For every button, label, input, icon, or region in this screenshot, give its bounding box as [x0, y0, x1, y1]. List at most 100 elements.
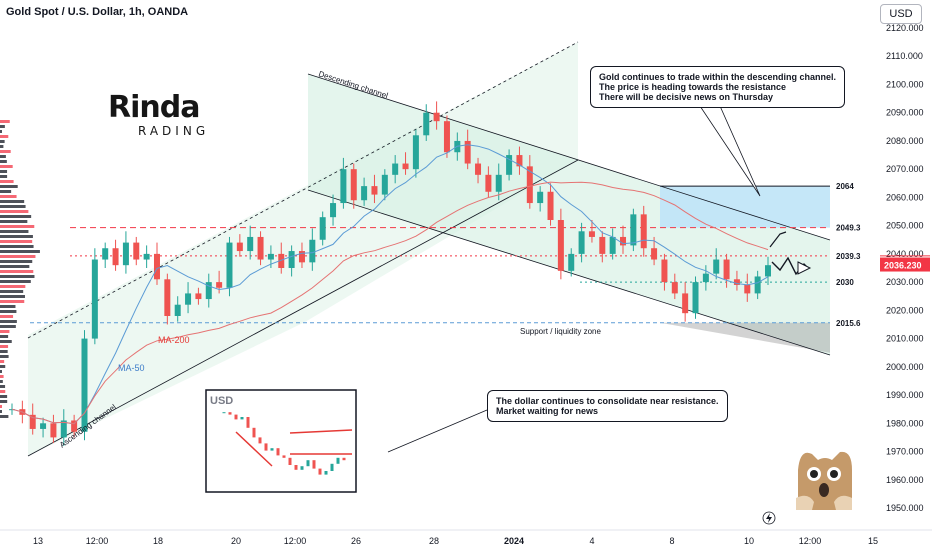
- inset-candle: [271, 448, 274, 450]
- volume-profile-bar: [0, 330, 9, 333]
- callout-line: Market waiting for news: [496, 406, 719, 416]
- price-tick-label: 2050.000: [886, 221, 924, 231]
- volume-profile-bar: [0, 305, 15, 308]
- time-tick-label: 12:00: [284, 536, 307, 546]
- top-callout: Gold continues to trade within the desce…: [590, 66, 845, 108]
- candle-body: [434, 113, 440, 121]
- candle-body: [641, 214, 647, 248]
- level-label: 2030: [836, 278, 854, 287]
- volume-profile-bar: [0, 165, 13, 168]
- volume-profile-bar: [0, 150, 11, 153]
- candle-body: [682, 293, 688, 313]
- candle-body: [195, 293, 201, 299]
- volume-profile-bar: [0, 215, 31, 218]
- price-tick-label: 2020.000: [886, 305, 924, 315]
- candle-body: [320, 217, 326, 240]
- volume-profile-bar: [0, 220, 27, 223]
- bottom-callout: The dollar continues to consolidate near…: [487, 390, 728, 422]
- currency-button[interactable]: USD: [880, 4, 922, 24]
- inset-candle: [337, 458, 340, 464]
- candle-body: [50, 423, 56, 437]
- volume-profile-bar: [0, 235, 33, 238]
- price-tick-label: 1950.000: [886, 503, 924, 513]
- inset-candle: [313, 460, 316, 468]
- inset-candle: [301, 466, 304, 470]
- candle-body: [392, 164, 398, 175]
- candle-body: [599, 237, 605, 254]
- price-tick-label: 2040.000: [886, 249, 924, 259]
- top-callout-pointer: [700, 106, 760, 196]
- price-tick-label: 2060.000: [886, 192, 924, 202]
- inset-candle: [283, 455, 286, 457]
- chart-title: Gold Spot / U.S. Dollar, 1h, OANDA: [6, 6, 188, 18]
- candle-body: [133, 243, 139, 260]
- candle-body: [765, 265, 771, 276]
- volume-profile-bar: [0, 295, 25, 298]
- candle-body: [755, 276, 761, 293]
- volume-profile-bar: [0, 190, 11, 193]
- candle-body: [185, 293, 191, 304]
- price-tick-label: 2070.000: [886, 164, 924, 174]
- volume-profile-bar: [0, 135, 8, 138]
- candle-body: [589, 231, 595, 237]
- volume-profile-bar: [0, 185, 18, 188]
- time-tick-label: 20: [231, 536, 241, 546]
- volume-profile-bar: [0, 410, 2, 413]
- usd-inset-chart: USD: [206, 390, 356, 492]
- volume-profile-bar: [0, 160, 7, 163]
- candle-body: [92, 260, 98, 339]
- current-price-label: 2036.230: [884, 261, 922, 271]
- volume-profile-bar: [0, 320, 17, 323]
- volume-profile-bar: [0, 375, 4, 378]
- volume-profile-bar: [0, 195, 17, 198]
- time-tick-label: 18: [153, 536, 163, 546]
- candle-body: [496, 175, 502, 192]
- candle-body: [403, 164, 409, 170]
- volume-profile-bar: [0, 140, 5, 143]
- candle-body: [537, 192, 543, 203]
- time-tick-label: 12:00: [799, 536, 822, 546]
- volume-profile-bar: [0, 125, 5, 128]
- volume-profile-bar: [0, 240, 32, 243]
- inset-candle: [343, 458, 346, 460]
- volume-profile-bar: [0, 270, 33, 273]
- inset-candle: [229, 412, 232, 414]
- candle-body: [371, 186, 377, 194]
- inset-candle: [331, 464, 334, 471]
- price-tick-label: 1990.000: [886, 390, 924, 400]
- candle-body: [289, 251, 295, 268]
- time-tick-label: 2024: [504, 536, 524, 546]
- inset-candle: [235, 415, 238, 420]
- volume-profile-bar: [0, 310, 16, 313]
- price-tick-label: 2090.000: [886, 108, 924, 118]
- candle-body: [661, 260, 667, 283]
- candle-body: [744, 285, 750, 293]
- price-tick-label: 1970.000: [886, 447, 924, 457]
- candle-body: [340, 169, 346, 203]
- volume-profile-bar: [0, 345, 8, 348]
- candle-body: [154, 254, 160, 279]
- inset-candle: [241, 417, 244, 419]
- callout-line: There will be decisive news on Thursday: [599, 92, 836, 102]
- candle-body: [713, 260, 719, 274]
- price-tick-label: 2120.000: [886, 23, 924, 33]
- volume-profile-bar: [0, 205, 26, 208]
- volume-profile-bar: [0, 315, 13, 318]
- volume-profile-bar: [0, 260, 32, 263]
- volume-profile-bar: [0, 145, 3, 148]
- candle-body: [330, 203, 336, 217]
- candle-body: [123, 243, 129, 266]
- candle-body: [672, 282, 678, 293]
- candle-body: [703, 274, 709, 282]
- price-tick-label: 2030.000: [886, 277, 924, 287]
- volume-profile-bar: [0, 245, 34, 248]
- cat-sticker-image: [792, 440, 858, 510]
- price-tick-label: 2100.000: [886, 79, 924, 89]
- candle-body: [40, 423, 46, 429]
- candle-body: [268, 254, 274, 260]
- volume-profile-bar: [0, 280, 31, 283]
- candle-body: [144, 254, 150, 260]
- inset-candle: [223, 412, 226, 413]
- volume-profile-bar: [0, 200, 24, 203]
- candle-body: [102, 248, 108, 259]
